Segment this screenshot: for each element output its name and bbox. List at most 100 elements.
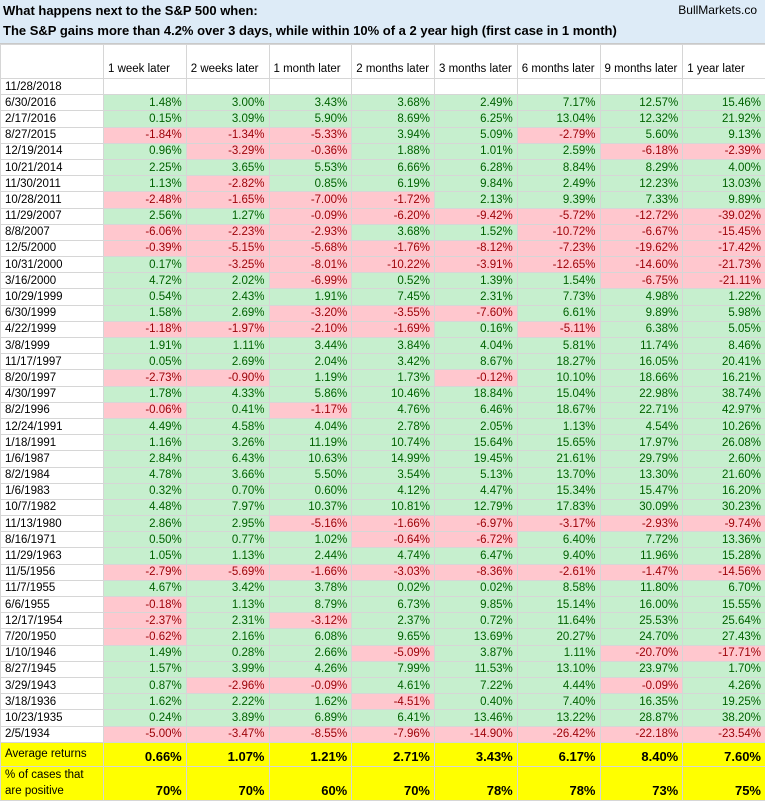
return-cell: 30.23% (683, 499, 765, 515)
return-cell: -3.29% (186, 143, 269, 159)
date-cell: 6/6/1955 (1, 597, 104, 613)
date-cell: 11/29/2007 (1, 208, 104, 224)
empty-cell (600, 79, 683, 95)
return-cell: 0.54% (104, 289, 187, 305)
return-cell: -0.12% (435, 370, 518, 386)
return-cell: 6.25% (435, 111, 518, 127)
source: BullMarkets.co (678, 3, 757, 17)
return-cell: -8.36% (435, 564, 518, 580)
return-cell: 4.00% (683, 159, 765, 175)
return-cell: -2.93% (269, 224, 352, 240)
return-cell: 10.74% (352, 435, 435, 451)
return-cell: 1.11% (517, 645, 600, 661)
return-cell: 21.92% (683, 111, 765, 127)
return-cell: 1.62% (269, 694, 352, 710)
return-cell: -2.37% (104, 613, 187, 629)
date-cell: 1/10/1946 (1, 645, 104, 661)
date-cell: 11/17/1997 (1, 354, 104, 370)
return-cell: 2.59% (517, 143, 600, 159)
return-cell: -1.17% (269, 402, 352, 418)
date-cell: 1/6/1987 (1, 451, 104, 467)
return-cell: -8.01% (269, 257, 352, 273)
return-cell: 2.31% (435, 289, 518, 305)
return-cell: 28.87% (600, 710, 683, 726)
return-cell: 6.08% (269, 629, 352, 645)
return-cell: 3.44% (269, 338, 352, 354)
date-cell: 4/22/1999 (1, 321, 104, 337)
return-cell: 42.97% (683, 402, 765, 418)
return-cell: -8.12% (435, 240, 518, 256)
column-header: 6 months later (517, 45, 600, 79)
return-cell: -26.42% (517, 726, 600, 742)
return-cell: -5.15% (186, 240, 269, 256)
return-cell: 10.63% (269, 451, 352, 467)
return-cell: 0.28% (186, 645, 269, 661)
return-cell: 3.87% (435, 645, 518, 661)
return-cell: -1.65% (186, 192, 269, 208)
summary-value: 0.66% (104, 742, 187, 766)
summary-value: 2.71% (352, 742, 435, 766)
data-row: 8/8/2007-6.06%-2.23%-2.93%3.68%1.52%-10.… (1, 224, 765, 240)
data-row: 6/6/1955-0.18%1.13%8.79%6.73%9.85%15.14%… (1, 597, 765, 613)
summary-value: 70% (104, 766, 187, 800)
return-cell: 8.84% (517, 159, 600, 175)
return-cell: 3.84% (352, 338, 435, 354)
data-row: 12/5/2000-0.39%-5.15%-5.68%-1.76%-8.12%-… (1, 240, 765, 256)
summary-value: 60% (269, 766, 352, 800)
return-cell: 2.43% (186, 289, 269, 305)
return-cell: 15.64% (435, 435, 518, 451)
date-cell: 11/30/2011 (1, 176, 104, 192)
return-cell: -14.60% (600, 257, 683, 273)
return-cell: 26.08% (683, 435, 765, 451)
return-cell: 6.19% (352, 176, 435, 192)
return-cell: -8.55% (269, 726, 352, 742)
column-header: 2 weeks later (186, 45, 269, 79)
return-cell: 9.84% (435, 176, 518, 192)
data-row: 12/17/1954-2.37%2.31%-3.12%2.37%0.72%11.… (1, 613, 765, 629)
return-cell: 5.98% (683, 305, 765, 321)
return-cell: 3.43% (269, 95, 352, 111)
return-cell: -2.79% (104, 564, 187, 580)
date-cell: 8/27/2015 (1, 127, 104, 143)
summary-value: 8.40% (600, 742, 683, 766)
return-cell: -2.39% (683, 143, 765, 159)
summary-value: 78% (435, 766, 518, 800)
date-cell: 11/5/1956 (1, 564, 104, 580)
date-cell: 11/29/1963 (1, 548, 104, 564)
return-cell: 6.46% (435, 402, 518, 418)
return-cell: 3.94% (352, 127, 435, 143)
return-cell: 20.41% (683, 354, 765, 370)
return-cell: 13.04% (517, 111, 600, 127)
return-cell: -7.96% (352, 726, 435, 742)
column-header: 9 months later (600, 45, 683, 79)
return-cell: 13.10% (517, 661, 600, 677)
return-cell: 5.60% (600, 127, 683, 143)
return-cell: 13.03% (683, 176, 765, 192)
return-cell: -19.62% (600, 240, 683, 256)
column-header: 1 week later (104, 45, 187, 79)
return-cell: 3.65% (186, 159, 269, 175)
data-row: 11/5/1956-2.79%-5.69%-1.66%-3.03%-8.36%-… (1, 564, 765, 580)
summary-value: 7.60% (683, 742, 765, 766)
column-header: 3 months later (435, 45, 518, 79)
return-cell: 1.62% (104, 694, 187, 710)
summary-value: 78% (517, 766, 600, 800)
return-cell: -5.72% (517, 208, 600, 224)
return-cell: -6.67% (600, 224, 683, 240)
return-cell: 8.67% (435, 354, 518, 370)
return-cell: 15.34% (517, 483, 600, 499)
data-row: 4/22/1999-1.18%-1.97%-2.10%-1.69%0.16%-5… (1, 321, 765, 337)
date-cell: 10/23/1935 (1, 710, 104, 726)
return-cell: 8.58% (517, 580, 600, 596)
return-cell: 30.09% (600, 499, 683, 515)
return-cell: 9.89% (683, 192, 765, 208)
return-cell: 1.22% (683, 289, 765, 305)
